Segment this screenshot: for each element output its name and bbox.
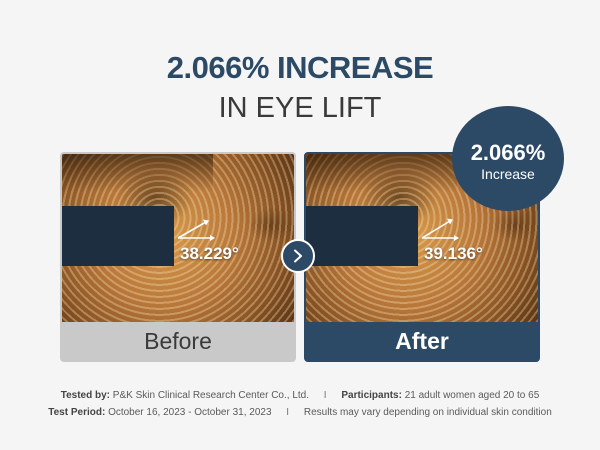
footer-line-1: Tested by: P&K Skin Clinical Research Ce… (0, 390, 600, 401)
after-panel: 39.136° After (304, 152, 540, 362)
footer-separator: I (286, 407, 290, 418)
headline-subtitle: IN EYE LIFT (218, 92, 382, 124)
participants-label: Participants: (341, 390, 402, 401)
after-angle-value: 39.136° (424, 244, 483, 263)
before-photo: 38.229° (62, 154, 294, 322)
before-label: Before (144, 328, 212, 354)
eye-censor-bar (306, 206, 418, 266)
participants-value: 21 adult women aged 20 to 65 (404, 390, 540, 401)
footer-separator: I (323, 390, 327, 401)
chevron-right-icon (294, 249, 302, 263)
angle-arrows-icon (421, 218, 459, 241)
badge-text: Increase (481, 166, 535, 182)
next-arrow-button[interactable] (281, 239, 315, 273)
badge-percent: 2.066% (470, 140, 546, 165)
after-label: After (395, 328, 449, 354)
test-period-label: Test Period: (48, 407, 106, 418)
tested-by-label: Tested by: (60, 390, 111, 401)
after-photo: 39.136° (306, 154, 538, 322)
before-panel: 38.229° Before (60, 152, 296, 362)
headline-title: 2.066% INCREASE (166, 50, 434, 85)
test-period-value: October 16, 2023 - October 31, 2023 (108, 407, 272, 418)
angle-arrows-icon (177, 219, 215, 241)
increase-badge: 2.066% Increase (452, 106, 564, 211)
eye-censor-bar (62, 206, 174, 266)
tested-by-value: P&K Skin Clinical Research Center Co., L… (112, 390, 309, 401)
disclaimer-text: Results may vary depending on individual… (303, 407, 552, 418)
before-angle-value: 38.229° (180, 244, 239, 263)
footer-line-2: Test Period: October 16, 2023 - October … (0, 407, 600, 418)
